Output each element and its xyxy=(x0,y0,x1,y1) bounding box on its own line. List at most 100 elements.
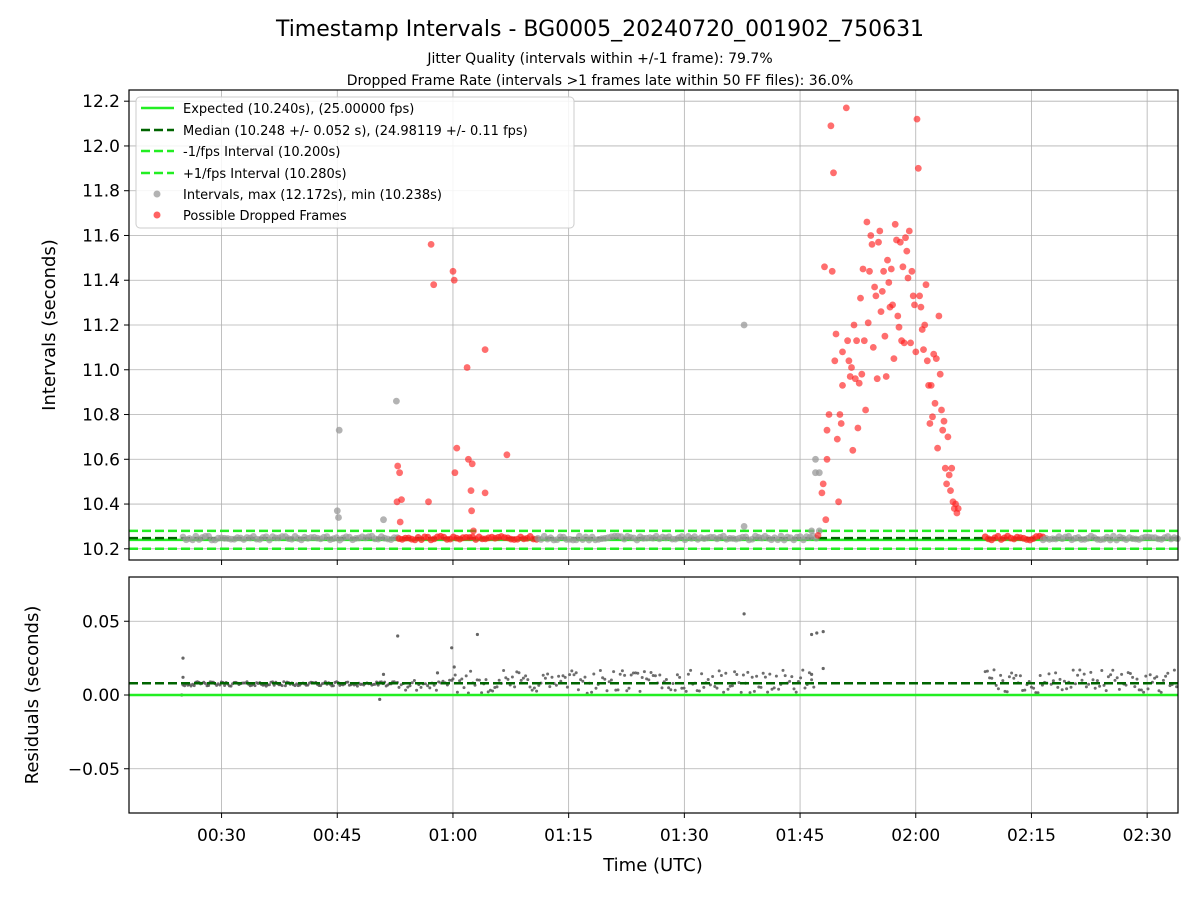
residual-point xyxy=(996,687,1000,691)
residual-point xyxy=(1012,676,1016,680)
chart-subtitle-jitter: Jitter Quality (intervals within +/-1 fr… xyxy=(426,51,772,67)
residual-point xyxy=(781,668,785,672)
interval-point xyxy=(380,516,387,524)
residual-point xyxy=(711,675,715,678)
residual-point xyxy=(410,681,414,685)
residual-point xyxy=(990,676,994,680)
residual-point xyxy=(770,687,774,691)
residual-point xyxy=(810,678,814,682)
legend-median-label: Median (10.248 +/- 0.052 s), (24.98119 +… xyxy=(183,124,528,139)
dropped-frame-point xyxy=(905,227,913,235)
x-tick-label: 00:45 xyxy=(313,826,362,846)
dropped-frame-point xyxy=(468,460,476,468)
residual-point xyxy=(1071,668,1075,672)
residual-point xyxy=(1137,688,1141,692)
residuals-points xyxy=(180,612,1179,702)
dropped-frame-point xyxy=(849,446,857,454)
residual-point xyxy=(432,683,436,687)
dropped-frame-point xyxy=(944,433,952,441)
residual-point xyxy=(1100,669,1104,672)
residual-point xyxy=(583,675,587,679)
residual-point xyxy=(517,671,521,675)
chart-title: Timestamp Intervals - BG0005_20240720_00… xyxy=(275,17,924,42)
residual-point xyxy=(1023,688,1027,692)
residual-point xyxy=(1161,678,1165,682)
residual-point xyxy=(1076,673,1080,677)
residual-point xyxy=(675,673,679,677)
residual-point xyxy=(746,670,750,674)
residual-point xyxy=(1148,673,1152,677)
dropped-frame-point xyxy=(914,164,922,172)
dropped-frame-point xyxy=(907,339,914,347)
residual-point xyxy=(475,632,479,637)
residual-point xyxy=(282,680,286,684)
residual-point xyxy=(638,689,642,693)
residual-point xyxy=(283,684,287,688)
residual-point xyxy=(1172,668,1176,672)
residual-point xyxy=(1133,685,1137,689)
residual-point xyxy=(673,688,677,692)
residual-point xyxy=(1034,691,1038,695)
dropped-frame-point xyxy=(926,420,934,427)
residual-point xyxy=(1091,678,1095,682)
intervals-y-tick-label: 10.2 xyxy=(82,540,120,560)
residual-point xyxy=(1054,671,1058,675)
residual-point xyxy=(1038,674,1042,677)
residual-point xyxy=(739,690,743,694)
dropped-frame-point xyxy=(465,455,472,463)
residual-point xyxy=(419,685,423,689)
dropped-frame-point xyxy=(425,498,432,506)
residual-point xyxy=(253,684,257,688)
residual-point xyxy=(1166,671,1170,675)
dropped-frame-point xyxy=(848,364,855,371)
dropped-frame-point xyxy=(954,505,962,512)
residual-point xyxy=(561,674,565,678)
residual-point xyxy=(448,678,452,682)
residual-point xyxy=(532,686,536,690)
residual-point xyxy=(594,686,598,690)
dropped-frame-point xyxy=(853,337,860,345)
residual-point xyxy=(535,689,539,693)
intervals-y-tick-label: 11.8 xyxy=(82,182,120,202)
legend-dropped-marker xyxy=(153,211,161,219)
residual-point xyxy=(788,679,792,683)
residual-point xyxy=(541,673,545,677)
dropped-frame-point xyxy=(819,480,827,488)
dropped-frame-point xyxy=(862,406,869,414)
residual-point xyxy=(821,630,825,634)
residual-point xyxy=(451,677,455,681)
residual-point xyxy=(181,656,185,660)
residual-point xyxy=(574,671,578,675)
x-tick-label: 01:30 xyxy=(660,826,709,846)
legend-minus-fps-label: -1/fps Interval (10.200s) xyxy=(183,145,340,160)
dropped-frame-point xyxy=(895,323,903,331)
residual-point xyxy=(1058,677,1062,681)
x-tick-label: 02:00 xyxy=(891,826,940,846)
dropped-frame-point xyxy=(887,265,895,273)
residual-point xyxy=(682,686,686,690)
residual-point xyxy=(1056,685,1060,689)
intervals-y-tick-label: 11.2 xyxy=(82,316,120,336)
residual-point xyxy=(1005,690,1009,694)
dropped-frame-point xyxy=(935,312,943,320)
interval-point xyxy=(812,455,819,463)
legend-plus-fps-label: +1/fps Interval (10.280s) xyxy=(183,167,347,182)
dropped-frame-point xyxy=(877,308,885,315)
residual-point xyxy=(1078,668,1082,672)
dropped-frame-point xyxy=(451,469,459,477)
residual-point xyxy=(669,688,673,692)
dropped-frame-point xyxy=(899,263,907,271)
residual-point xyxy=(1082,672,1086,676)
residual-point xyxy=(792,687,796,691)
dropped-frame-point xyxy=(855,379,863,387)
residual-point xyxy=(700,672,704,676)
residual-point xyxy=(664,678,668,681)
residual-point xyxy=(774,674,778,678)
residual-point xyxy=(1036,691,1040,695)
residuals-y-tick-label: −0.05 xyxy=(68,760,120,780)
residual-point xyxy=(272,683,276,687)
residual-point xyxy=(1106,675,1110,679)
dropped-frame-point xyxy=(902,234,909,242)
residual-point xyxy=(207,684,211,687)
residual-point xyxy=(794,690,798,694)
